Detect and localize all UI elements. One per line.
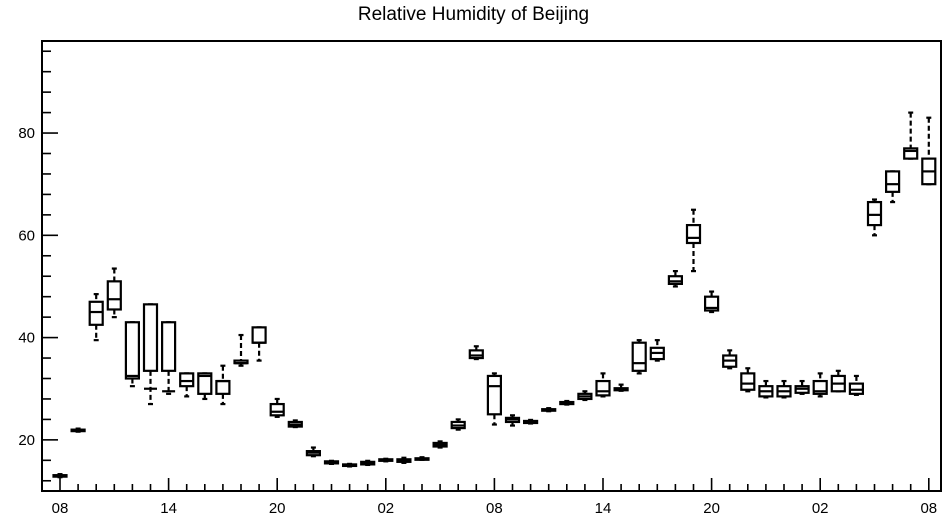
x-tick-label: 08 [920, 500, 937, 517]
box-plot-item [124, 321, 141, 388]
box-body [884, 170, 901, 193]
box-body [866, 200, 883, 227]
box-plot-item [577, 390, 593, 402]
box-plot-item [215, 364, 231, 406]
box-plot-item [722, 349, 738, 370]
box-plot-item [504, 414, 521, 427]
box-plot-item [142, 303, 159, 406]
box-plot-item [703, 290, 720, 314]
box-plot-item [903, 111, 919, 160]
box-plot-item [866, 198, 883, 237]
box-plot-item [52, 473, 68, 479]
box-body [667, 275, 684, 285]
box-plot-item [251, 326, 267, 362]
box-plot-item [667, 270, 684, 288]
box-body [468, 349, 484, 360]
box-plot-item [631, 339, 647, 375]
box-plot-item [486, 372, 502, 426]
box-plot-item [106, 267, 122, 319]
box-body [197, 372, 213, 395]
box-body [179, 372, 195, 388]
x-tick-label: 14 [160, 500, 177, 517]
box-plot-item [432, 440, 448, 449]
y-tick-label: 80 [18, 125, 35, 142]
box-body [685, 223, 702, 245]
y-tick-label: 40 [18, 330, 35, 347]
box-plot-item [921, 116, 937, 186]
box-series [52, 111, 937, 479]
box-body [269, 402, 285, 417]
box-plot-item [758, 379, 774, 399]
box-plot-item [685, 208, 702, 273]
box-plot-item [613, 383, 629, 392]
box-plot-item [305, 446, 321, 458]
x-tick-label: 20 [703, 500, 720, 517]
box-body [106, 280, 122, 311]
box-body [215, 379, 231, 395]
box-plot-item [559, 399, 575, 406]
box-plot-item [287, 419, 303, 429]
box-plot-item [522, 418, 539, 425]
x-axis: 08 14 20 02 08 14 20 02 08 [52, 478, 937, 517]
box-plot-item [848, 374, 865, 396]
box-body [124, 321, 141, 380]
box-plot-item [740, 367, 756, 393]
box-plot-item [179, 372, 195, 398]
x-tick-label: 02 [377, 500, 394, 517]
x-tick-label: 14 [595, 500, 612, 517]
box-plot-item [830, 369, 846, 393]
x-tick-label: 02 [812, 500, 829, 517]
box-plot-item [197, 372, 213, 401]
box-plot-item [161, 321, 177, 395]
box-plot-item [70, 427, 86, 433]
box-body [161, 321, 177, 372]
box-plot-item [595, 372, 611, 398]
box-plot-item [450, 418, 466, 431]
box-body [631, 341, 647, 372]
y-axis: 20 40 60 80 [18, 50, 58, 482]
chart-title: Relative Humidity of Beijing [357, 4, 590, 25]
box-plot-item [884, 170, 901, 204]
box-plot-item [776, 379, 792, 399]
x-tick-label: 20 [269, 500, 286, 517]
box-body [903, 147, 919, 160]
box-plot-item [541, 407, 557, 413]
box-plot-item [233, 333, 249, 367]
box-plot-item [360, 459, 376, 467]
box-plot-item [269, 397, 285, 418]
box-plot-item [812, 372, 828, 398]
box-plot-item [468, 345, 484, 361]
box-plot-item [88, 293, 104, 342]
box-body [486, 374, 502, 416]
box-body [740, 372, 756, 391]
box-plot-item [378, 457, 394, 463]
box-plot-item [396, 456, 412, 464]
box-plot-item [794, 379, 810, 395]
plot-frame [41, 40, 942, 492]
box-plot-item [649, 339, 665, 362]
y-tick-label: 20 [18, 432, 35, 449]
box-plot-item [323, 459, 340, 465]
box-body [595, 379, 611, 397]
box-body [251, 326, 267, 344]
box-plot-item [414, 456, 430, 461]
x-tick-label: 08 [486, 500, 503, 517]
x-tick-label: 08 [52, 500, 69, 517]
y-tick-label: 60 [18, 227, 35, 244]
box-body [88, 300, 104, 326]
box-plot-item [342, 462, 358, 468]
box-body [142, 303, 159, 372]
